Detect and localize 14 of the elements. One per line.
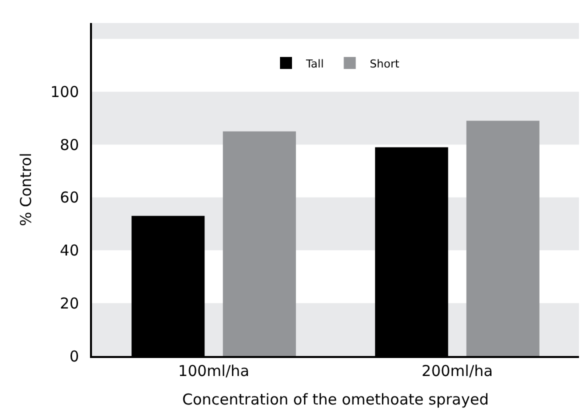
x-axis-title: Concentration of the omethoate sprayed (182, 390, 489, 408)
y-tick-label: 0 (69, 347, 79, 366)
y-tick-label: 60 (60, 188, 79, 207)
legend-label: Short (370, 57, 400, 70)
x-tick-label: 200ml/ha (422, 362, 493, 380)
x-tick-label: 100ml/ha (178, 362, 250, 380)
bar (466, 120, 540, 356)
y-tick-label: 100 (50, 82, 79, 101)
y-tick-label: 20 (60, 294, 79, 312)
y-tick-label: 80 (60, 136, 79, 154)
y-axis-title: % Control (17, 152, 36, 226)
bar (222, 131, 296, 356)
legend-label: Tall (305, 57, 324, 70)
y-tick-label: 40 (60, 242, 79, 260)
